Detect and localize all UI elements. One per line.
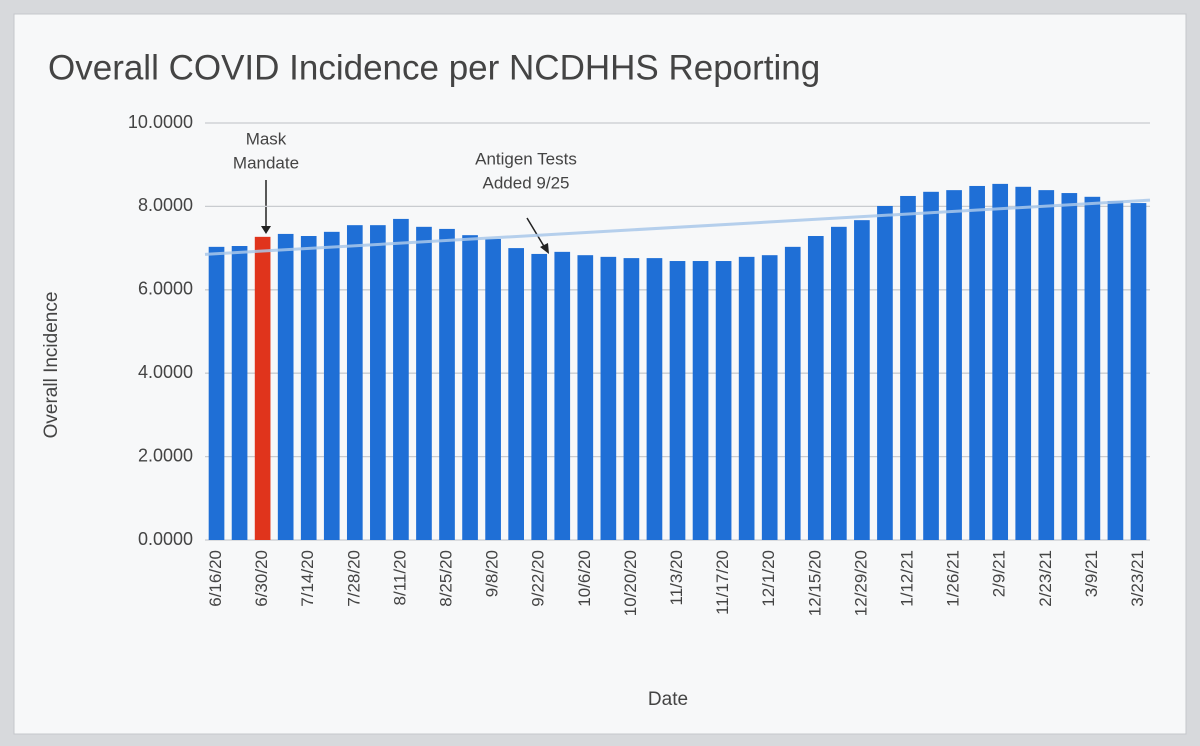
bar (692, 261, 709, 540)
bar (900, 195, 916, 540)
bar (577, 255, 594, 540)
x-tick-label: 8/11/20 (390, 550, 409, 605)
x-tick-label: 3/23/21 (1128, 550, 1147, 607)
bar (231, 246, 248, 540)
bar (485, 238, 501, 540)
annotation-arrow (526, 217, 546, 249)
annotation: Antigen Tests (475, 149, 577, 168)
annotation-arrowhead (261, 226, 271, 234)
y-tick-label: 2.0000 (138, 445, 193, 465)
bar (946, 190, 962, 540)
chart-title: Overall COVID Incidence per NCDHHS Repor… (48, 48, 820, 87)
x-tick-label: 7/14/20 (298, 550, 317, 607)
x-tick-label: 12/29/20 (851, 550, 870, 616)
bar (969, 185, 985, 541)
x-tick-label: 11/3/20 (667, 550, 686, 605)
bar (346, 225, 363, 541)
bar (370, 225, 386, 541)
bar (877, 205, 893, 540)
bar (1107, 200, 1124, 540)
x-tick-label: 1/12/21 (897, 550, 916, 607)
bar (623, 258, 640, 540)
bar (1038, 190, 1055, 540)
x-tick-label: 6/30/20 (252, 550, 271, 607)
bar (854, 220, 870, 540)
bar (277, 233, 294, 540)
bar (439, 228, 455, 540)
annotation-arrowhead (540, 243, 549, 254)
bar (1015, 186, 1032, 540)
bar (323, 231, 340, 540)
y-tick-label: 0.0000 (138, 529, 193, 549)
x-tick-label: 1/26/21 (944, 550, 963, 607)
x-tick-label: 10/6/20 (575, 550, 594, 607)
bar (646, 258, 663, 540)
annotation: Mask (246, 129, 287, 148)
x-tick-label: 10/20/20 (621, 550, 640, 616)
x-tick-label: 8/25/20 (436, 550, 455, 607)
x-tick-label: 3/9/21 (1082, 550, 1101, 597)
bar (669, 261, 686, 540)
bar (807, 236, 824, 540)
bar (992, 183, 1009, 540)
x-tick-label: 12/1/20 (759, 550, 778, 607)
x-tick-label: 7/28/20 (344, 550, 363, 607)
x-tick-label: 2/23/21 (1036, 550, 1055, 607)
x-tick-label: 12/15/20 (805, 550, 824, 616)
bar (784, 246, 801, 540)
bar (761, 255, 778, 540)
y-tick-label: 6.0000 (138, 279, 193, 299)
x-axis-label: Date (648, 689, 688, 710)
bar (831, 226, 847, 540)
bar (508, 248, 524, 540)
x-tick-label: 6/16/20 (206, 550, 225, 607)
x-tick-label: 11/17/20 (713, 550, 732, 615)
y-tick-label: 8.0000 (138, 195, 193, 215)
x-tick-label: 9/8/20 (483, 550, 502, 597)
bar (1130, 203, 1147, 540)
bar (300, 236, 317, 540)
bar (600, 256, 617, 540)
bar (208, 246, 225, 540)
bar (393, 218, 409, 540)
bar (531, 253, 548, 541)
bar (1084, 196, 1101, 540)
bar (554, 251, 571, 540)
y-tick-label: 4.0000 (138, 362, 193, 382)
bar (462, 235, 478, 540)
x-tick-label: 9/22/20 (529, 550, 548, 607)
annotation: Mandate (233, 153, 299, 172)
bar (923, 191, 939, 540)
x-tick-label: 2/9/21 (990, 550, 1009, 597)
trendline (204, 198, 1151, 256)
bar (416, 226, 432, 540)
y-axis-label: Overall Incidence (41, 292, 62, 439)
bar (254, 236, 271, 540)
bar (738, 256, 755, 540)
bar (715, 261, 732, 540)
bar (1061, 193, 1078, 540)
annotation: Added 9/25 (483, 173, 570, 192)
y-tick-label: 10.0000 (128, 112, 193, 132)
